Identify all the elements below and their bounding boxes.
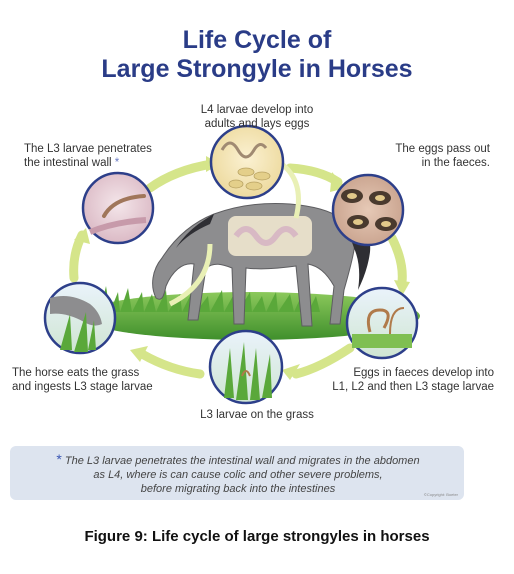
- label-l4-adults: L4 larvae develop into adults and lays e…: [170, 103, 344, 131]
- label-eats-line-1: The horse eats the grass: [12, 367, 140, 379]
- circle-eggs-faeces: [331, 173, 405, 247]
- label-eats-line-2: and ingests L3 stage larvae: [12, 381, 153, 393]
- footnote-line-2: as L4, where is can cause colic and othe…: [93, 469, 383, 481]
- footnote-line-3: before migrating back into the intestine…: [140, 483, 336, 495]
- arrow-bottom-right: [291, 343, 355, 379]
- label-penetrate-line-2: the intestinal wall: [24, 157, 112, 169]
- arrow-right: [387, 233, 407, 287]
- cycle-arrows: [69, 159, 407, 379]
- arrow-top-left: [145, 159, 217, 193]
- arrow-bottom-left: [137, 349, 205, 379]
- figure-caption: Figure 9: Life cycle of large strongyles…: [84, 528, 430, 545]
- footnote-line-1-wrap: * The L3 larvae penetrates the intestina…: [28, 452, 448, 468]
- label-horse-eats: The horse eats the grass and ingests L3 …: [12, 366, 192, 394]
- label-eggs-develop: Eggs in faeces develop into L1, L2 and t…: [316, 366, 494, 394]
- label-l3-grass: L3 larvae on the grass: [200, 409, 314, 421]
- diagram-title: Life Cycle of Large Strongyle in Horses: [0, 26, 514, 84]
- copyright-notice: ©Copyright: Boeter: [423, 492, 458, 497]
- label-penetrate-line-1: The L3 larvae penetrates: [24, 143, 152, 155]
- footnote-box: * The L3 larvae penetrates the intestina…: [10, 446, 464, 500]
- circle-larvae-develop: [345, 286, 419, 360]
- label-eggs-line-2: in the faeces.: [421, 157, 490, 169]
- circle-horse-eats: [43, 281, 117, 355]
- label-penetrate-line-2-wrap: the intestinal wall *: [24, 156, 184, 170]
- label-l4-line-2: adults and lays eggs: [204, 118, 310, 130]
- title-line-2: Large Strongyle in Horses: [101, 55, 413, 83]
- label-eggs-pass: The eggs pass out in the faeces.: [340, 142, 490, 170]
- label-l3-penetrates: The L3 larvae penetrates the intestinal …: [24, 142, 184, 170]
- footnote-line-1: The L3 larvae penetrates the intestinal …: [64, 455, 420, 467]
- intestine-cutaway: [228, 216, 312, 256]
- label-eggs-line-1: The eggs pass out: [395, 143, 490, 155]
- title-line-1: Life Cycle of: [182, 26, 332, 54]
- footnote-star: *: [114, 157, 120, 169]
- circle-intestinal-wall: [81, 171, 155, 245]
- circle-l4-adults: [209, 124, 285, 200]
- label-l4-line-1: L4 larvae develop into: [200, 104, 314, 116]
- footnote-text: * The L3 larvae penetrates the intestina…: [28, 452, 448, 496]
- label-develop-line-1: Eggs in faeces develop into: [353, 367, 494, 379]
- horse-mane: [176, 214, 214, 248]
- footnote-box-star: *: [56, 451, 62, 467]
- label-develop-line-2: L1, L2 and then L3 stage larvae: [332, 381, 494, 393]
- circle-l3-grass: [208, 329, 284, 405]
- migration-path: [168, 243, 213, 307]
- horse-silhouette: [152, 157, 371, 327]
